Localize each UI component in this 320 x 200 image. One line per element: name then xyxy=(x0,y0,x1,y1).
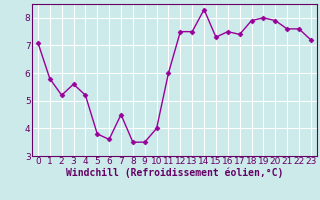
X-axis label: Windchill (Refroidissement éolien,°C): Windchill (Refroidissement éolien,°C) xyxy=(66,168,283,178)
